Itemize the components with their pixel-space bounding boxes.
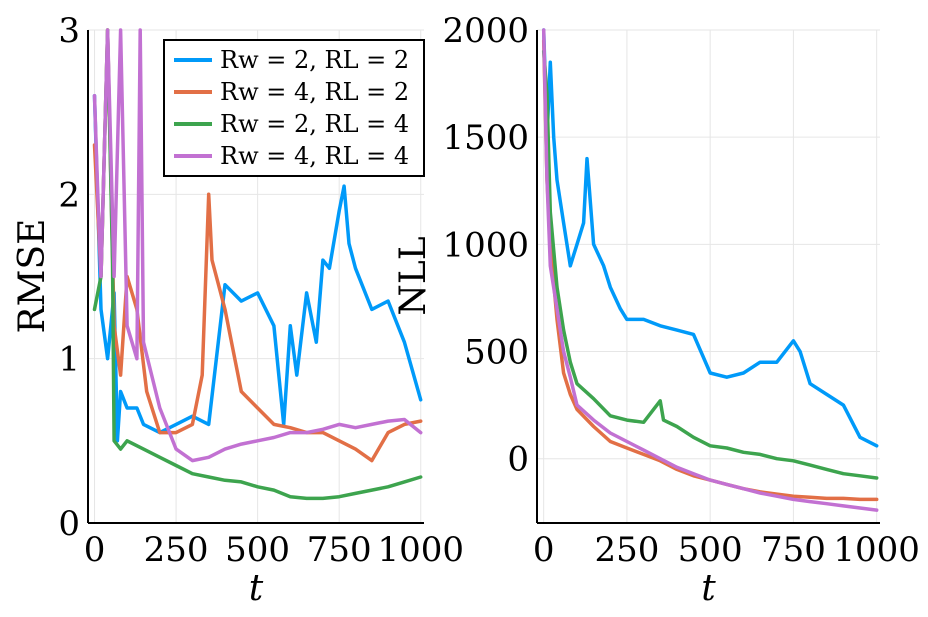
nll-y-axis-label: NLL: [393, 236, 434, 315]
rmse-x-tick-label-0: 0: [84, 530, 106, 570]
rmse-y-axis-label: RMSE: [12, 219, 53, 334]
rmse-series-line-3: [92, 28, 423, 463]
legend-entry-1: Rw = 4, RL = 2: [220, 78, 409, 106]
rmse-y-tick-label-2: 2: [58, 175, 80, 215]
rmse-x-tick-label-2: 500: [225, 530, 290, 570]
rmse-x-axis-label: t: [249, 568, 264, 609]
legend-entry-0: Rw = 2, RL = 2: [220, 46, 409, 74]
nll-y-tick-label-4: 2000: [442, 11, 529, 51]
nll-x-tick-label-2: 500: [678, 530, 743, 570]
rmse-x-tick-label-4: 1000: [377, 530, 464, 570]
rmse-x-tick-label-3: 750: [307, 530, 372, 570]
nll-y-tick-label-0: 0: [507, 440, 529, 480]
nll-x-tick-label-4: 1000: [833, 530, 920, 570]
nll-x-tick-label-0: 0: [533, 530, 555, 570]
nll-y-tick-label-1: 500: [464, 333, 529, 373]
rmse-y-tick-label-3: 3: [58, 11, 80, 51]
nll-series-line-3: [541, 28, 879, 512]
legend-box: [163, 39, 425, 177]
nll-x-tick-label-3: 750: [761, 530, 826, 570]
rmse-y-tick-label-0: 0: [58, 504, 80, 544]
legend-entry-3: Rw = 4, RL = 4: [220, 142, 409, 170]
nll-x-axis-label: t: [701, 568, 716, 609]
legend: Rw = 2, RL = 2 Rw = 4, RL = 2 Rw = 2, RL =…: [163, 39, 425, 177]
rmse-series-line-1: [92, 28, 423, 463]
rmse-panel: 0 250 500 750 1000 0 1 2 3 t RMSE: [12, 11, 464, 609]
nll-series-line-0: [541, 28, 879, 448]
rmse-series-line-0: [92, 93, 423, 443]
nll-y-tick-label-2: 1000: [442, 225, 529, 265]
rmse-x-tick-label-1: 250: [144, 530, 209, 570]
rmse-y-tick-label-1: 1: [58, 340, 80, 380]
rmse-series-line-2: [92, 28, 423, 501]
nll-series-line-1: [541, 38, 879, 502]
nll-y-tick-label-3: 1500: [442, 118, 529, 158]
nll-series-line-2: [541, 49, 879, 480]
legend-entry-2: Rw = 2, RL = 4: [220, 110, 409, 138]
nll-x-tick-label-1: 250: [594, 530, 659, 570]
